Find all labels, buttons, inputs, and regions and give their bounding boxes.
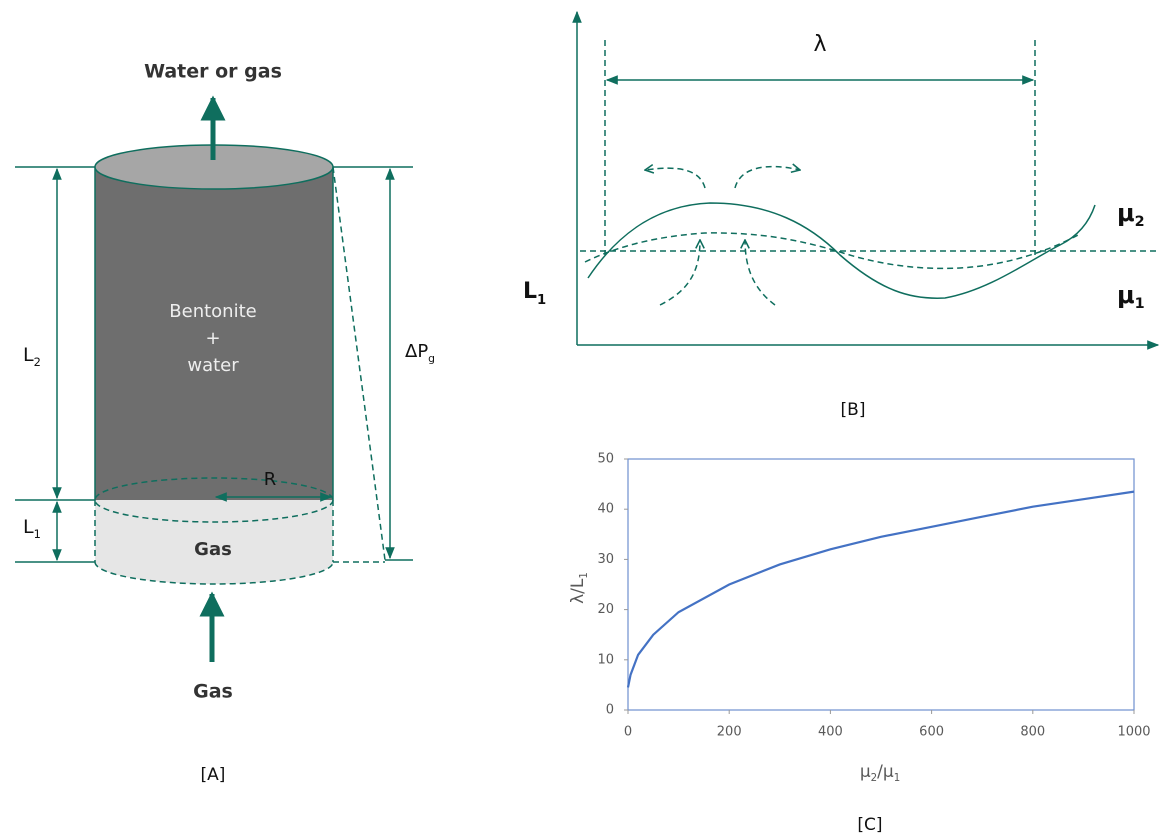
y-tick-label: 50 — [597, 452, 614, 467]
x-tick-label: 400 — [818, 725, 843, 740]
text-part: /μ — [877, 762, 894, 782]
plot-frame — [628, 459, 1134, 710]
label: λ — [813, 32, 826, 57]
caption: [C] — [857, 815, 882, 835]
text-part: 1 — [894, 773, 900, 784]
label: Gas — [193, 681, 233, 703]
label: μ1 — [1117, 281, 1145, 312]
label: R — [264, 469, 277, 490]
label: Water or gas — [144, 61, 282, 83]
flow-arrow — [745, 240, 775, 305]
y-axis-label: λ/L1 — [568, 572, 590, 604]
label: μ2 — [1117, 199, 1145, 230]
text-part: L — [23, 516, 34, 538]
text-part: μ — [1117, 281, 1135, 309]
caption: [B] — [841, 400, 866, 420]
x-tick-label: 800 — [1020, 725, 1045, 740]
label: Gas — [194, 539, 232, 560]
flow-arrow — [645, 168, 705, 188]
panel-b: λ L1 μ2 μ1 [B] — [523, 12, 1160, 420]
text-part: λ/L — [568, 578, 588, 604]
y-tick-label: 30 — [597, 552, 614, 567]
label: + — [205, 328, 220, 349]
caption: [A] — [201, 765, 226, 785]
data-line — [628, 492, 1134, 688]
flow-arrow — [660, 240, 700, 305]
figure: Water or gas Bentonite + water Gas Gas R… — [0, 0, 1164, 837]
panel-a: Water or gas Bentonite + water Gas Gas R… — [15, 61, 435, 786]
label: L1 — [523, 279, 546, 308]
text-part: 2 — [34, 355, 41, 369]
text-part: 1 — [34, 527, 41, 541]
text-part: 1 — [1135, 296, 1145, 312]
text-part: 2 — [1135, 214, 1145, 230]
text-part: ΔP — [405, 341, 428, 362]
label: ΔPg — [405, 341, 435, 365]
x-tick-label: 600 — [919, 725, 944, 740]
text-part: μ — [1117, 199, 1135, 227]
y-tick-label: 0 — [606, 703, 614, 718]
text-part: L — [23, 344, 34, 366]
label: L2 — [23, 344, 41, 369]
label: water — [187, 355, 239, 376]
x-tick-label: 1000 — [1117, 725, 1150, 740]
text-part: 1 — [579, 572, 590, 578]
y-tick-label: 20 — [597, 602, 614, 617]
y-tick-label: 10 — [597, 652, 614, 667]
label: L1 — [23, 516, 41, 541]
text-part: μ — [860, 762, 871, 782]
text-part: L — [523, 279, 537, 304]
x-tick-label: 0 — [624, 725, 632, 740]
pressure-drop — [333, 167, 385, 560]
y-tick-label: 40 — [597, 502, 614, 517]
label: Bentonite — [169, 301, 256, 322]
x-tick-label: 200 — [717, 725, 742, 740]
flow-arrow — [735, 167, 800, 188]
x-axis-label: μ2/μ1 — [860, 762, 900, 784]
text-part: 1 — [537, 293, 546, 308]
text-part: g — [428, 352, 435, 365]
